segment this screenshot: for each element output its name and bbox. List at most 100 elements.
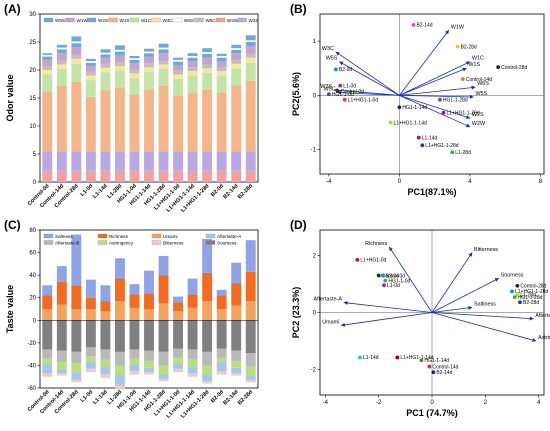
bar-segment-w3c [216, 71, 227, 76]
bar-segment-aftertaste-b [114, 351, 125, 366]
bar-segment-w1s [245, 80, 256, 152]
bar-segment-aftertaste-a [85, 362, 96, 369]
bar-segment-w5s [114, 51, 125, 56]
legend-swatch [151, 17, 161, 23]
bar-segment-umami [187, 307, 198, 321]
bar-segment-w6s [56, 47, 67, 50]
bar-segment-w1w [129, 63, 140, 70]
bar-segment-bitterness [187, 373, 198, 377]
loading-vector-label: Aftertaste-A [314, 297, 343, 303]
y-tick-label: 20 [29, 296, 36, 302]
bar-segment-w2s [158, 43, 169, 48]
bar-segment-umami [158, 303, 169, 321]
bar-segment-saltness [187, 278, 198, 295]
legend-swatch [237, 17, 247, 23]
bar-segment-w1s [187, 92, 198, 152]
bar-segment-w3c [114, 66, 125, 71]
bar-segment-richness [42, 295, 53, 309]
sample-point-label: B2-0d [386, 273, 400, 279]
y-axis-title: Taste value [5, 285, 15, 333]
sample-point-label: L1-28d [520, 293, 536, 299]
loading-vector-label: Sourness [501, 272, 524, 278]
bar-segment-w3c [231, 63, 242, 69]
bar-segment-umami [100, 311, 111, 321]
bar-segment-richness [245, 271, 256, 302]
x-category-label: L1-14d [92, 183, 109, 200]
sample-point [416, 135, 421, 140]
legend-label: W1C [141, 18, 152, 23]
sample-point [383, 278, 388, 283]
legend-swatch [205, 233, 216, 239]
bar-segment-w1w [158, 53, 169, 61]
legend-swatch [43, 233, 54, 239]
bar-segment-bitterness [216, 371, 227, 375]
bar-segment-aftertaste-a [173, 363, 184, 369]
bar-segment-w5s [129, 59, 140, 64]
sample-point [388, 120, 393, 125]
bar-segment-saltness [56, 266, 67, 282]
bar-segment-w1c [173, 78, 184, 96]
bar-segment-richness [216, 295, 227, 309]
sample-point [441, 110, 446, 115]
sample-point-label: Control-28d [501, 65, 527, 71]
x-axis-title: PC1(87.1%) [407, 187, 456, 197]
bar-segment-aftertaste-b [231, 350, 242, 361]
bar-segment-w6s [173, 59, 184, 62]
bar-segment-w1c [216, 75, 227, 93]
bar-segment-w1c [202, 72, 213, 90]
bar-segment-richness [56, 281, 67, 305]
legend-swatch [97, 240, 108, 245]
bar-segment-aftertaste-b [100, 349, 111, 360]
sample-point [411, 22, 416, 27]
bar-segment-richness [114, 278, 125, 302]
bar-segment-w1c [129, 77, 140, 95]
legend-label: Richness [109, 234, 129, 239]
bar-segment-w1c [245, 62, 256, 81]
bar-segment-aftertaste-a [245, 375, 256, 381]
bar-segment-w3s [158, 151, 169, 171]
x-category-label: B2-28d [237, 183, 254, 200]
bar-segment-saltness [216, 289, 227, 296]
legend-label: Aftertaste-A [217, 234, 242, 239]
bar-segment-aftertaste-a [231, 367, 242, 374]
sample-point [496, 65, 501, 70]
bar-segment-w5c [42, 66, 53, 70]
sample-point-label: B2-14d [436, 370, 452, 376]
bar-segment-w1s [129, 94, 140, 152]
loading-vector-arrow [431, 312, 537, 342]
bar-segment-w3c [56, 64, 67, 69]
bar-segment-w2w [129, 170, 140, 182]
bar-segment-w2w [158, 170, 169, 182]
loading-vector-label: Bitterness [474, 247, 498, 253]
bar-segment-astringency [231, 360, 242, 368]
bar-segment-w2w [216, 170, 227, 182]
sample-point [355, 257, 360, 262]
bar-segment-w1w [100, 57, 111, 64]
bar-segment-w3c [100, 67, 111, 73]
bar-segment-aftertaste-a [202, 374, 213, 382]
loading-vector-label: W5S [475, 91, 487, 97]
loading-vector-label: Umami [322, 319, 339, 325]
y-tick-label: 25 [29, 40, 36, 46]
legend-swatch [151, 233, 162, 239]
y-axis-title: Odor value [5, 74, 15, 121]
bar-segment-w2w [173, 170, 184, 182]
bar-segment-w3c [85, 75, 96, 81]
loading-vector-label: Saltiness [474, 301, 496, 307]
legend-label: W3S [249, 18, 259, 23]
bar-segment-w1s [158, 85, 169, 152]
sample-point-label: L1-0d [387, 283, 400, 289]
bar-segment-w5s [56, 49, 67, 54]
loading-vector-label: W1C [472, 56, 484, 62]
bar-segment-w5c [144, 63, 154, 68]
legend-swatch [129, 17, 140, 23]
bar-segment-w5s [245, 42, 256, 46]
sample-point-label: B2-0d [339, 67, 353, 73]
bar-segment-saltness [158, 255, 169, 276]
bar-segment-umami [85, 309, 96, 321]
bar-segment-sourness [231, 320, 242, 351]
bar-segment-bitterness [42, 373, 53, 377]
bar-segment-w1c [144, 71, 154, 90]
bar-segment-sourness [42, 320, 53, 350]
panel-label-d: (D) [290, 218, 307, 232]
